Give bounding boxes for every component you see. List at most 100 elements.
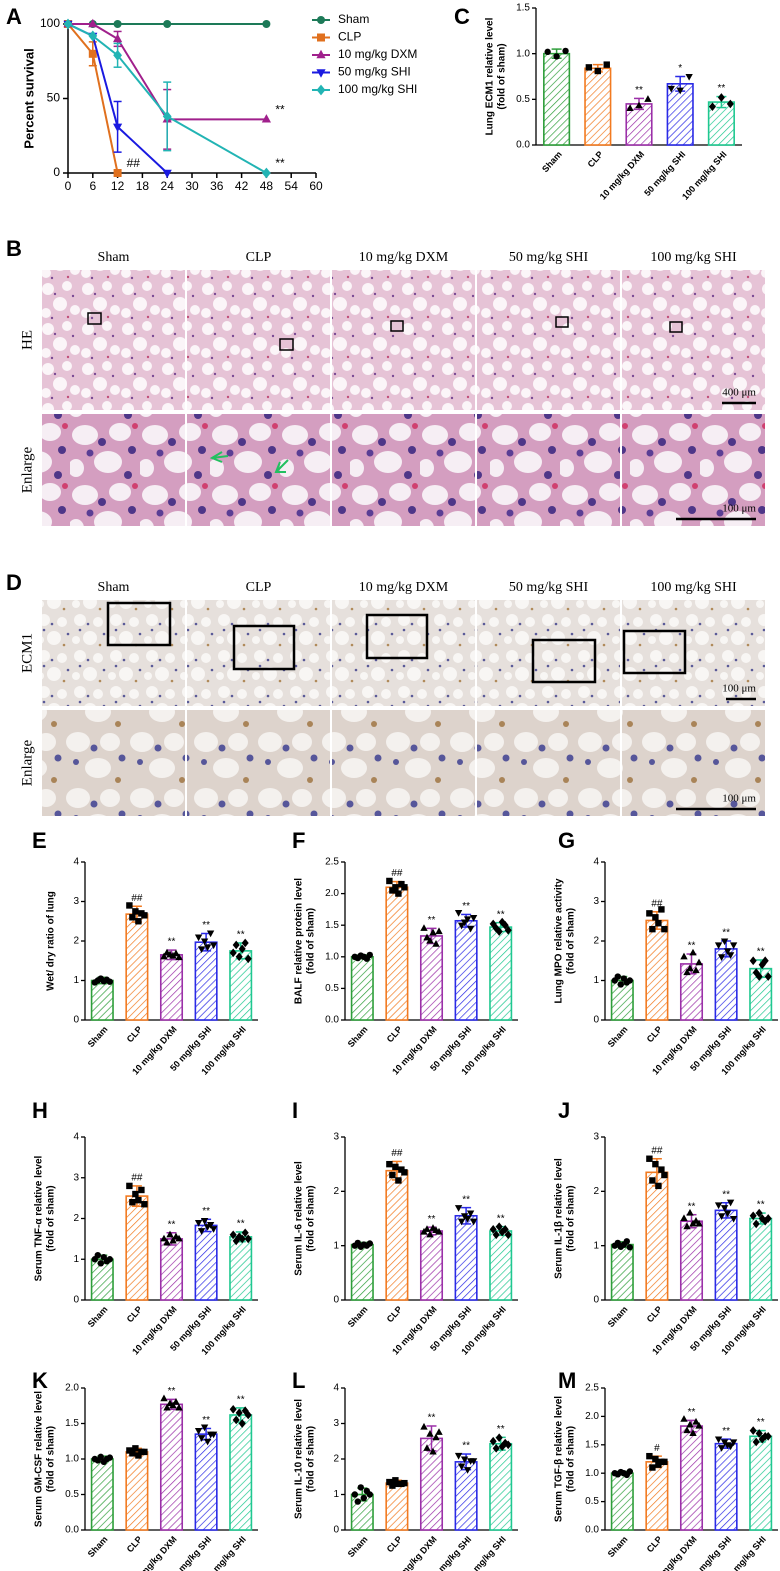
data-point: [755, 1208, 763, 1218]
zoom-box: [669, 321, 683, 333]
bar: [489, 1442, 513, 1531]
data-point: [758, 1434, 766, 1444]
point: [261, 114, 271, 123]
data-point: [106, 1256, 114, 1263]
data-point: [141, 1448, 148, 1456]
x-tick-label: 100 mg/kg SHI: [680, 149, 729, 201]
data-point: [354, 1498, 361, 1505]
significance-label: **: [202, 920, 210, 931]
y-tick-label: 0: [333, 1525, 339, 1536]
data-point: [454, 1452, 463, 1460]
data-point: [495, 1222, 503, 1231]
data-point: [685, 73, 693, 81]
data-point: [389, 1482, 396, 1489]
data-point: [726, 99, 734, 109]
x-tick-label: Sham: [346, 1304, 370, 1329]
column-header: 50 mg/kg SHI: [509, 580, 589, 595]
data-point: [726, 1199, 735, 1207]
bar: [229, 1236, 253, 1301]
legend-marker: [317, 33, 325, 42]
data-point: [135, 1452, 142, 1459]
bar: [385, 1482, 409, 1531]
data-point: [594, 67, 601, 75]
y-axis-label: BALF relative protein level: [294, 878, 305, 1004]
data-point: [244, 954, 252, 964]
significance-label: ##: [391, 1148, 403, 1159]
y-tick-label: 1: [73, 975, 79, 986]
data-point: [435, 1428, 443, 1435]
row-label: HE: [19, 330, 35, 350]
data-point: [749, 956, 757, 966]
y-tick-label: 2.5: [325, 857, 339, 868]
data-point: [132, 1445, 139, 1452]
point-label: ##: [127, 156, 141, 170]
data-point: [729, 1215, 738, 1223]
point: [113, 33, 123, 43]
data-point: [463, 1215, 472, 1223]
micrograph: [42, 414, 185, 526]
bar: [543, 52, 571, 146]
y-axis-label: Serum TNF-α relative level: [34, 1155, 45, 1281]
x-tick-label: Sham: [86, 1024, 110, 1049]
column-header: 10 mg/kg DXM: [359, 250, 449, 265]
data-point: [723, 948, 732, 956]
data-point: [126, 1182, 133, 1190]
y-tick-label: 0.0: [585, 1525, 599, 1536]
data-point: [646, 1155, 653, 1162]
significance-label: **: [168, 937, 176, 948]
y-tick-label: 1.0: [585, 1468, 599, 1479]
data-point: [504, 1230, 512, 1240]
data-point: [717, 1213, 726, 1220]
data-point: [360, 1494, 368, 1502]
data-point: [720, 1205, 729, 1212]
y-axis-label: Percent survival: [21, 48, 36, 148]
point: [113, 123, 123, 133]
data-point: [714, 942, 723, 950]
significance-label: **: [722, 928, 730, 939]
data-point: [585, 64, 593, 71]
significance-label: **: [635, 85, 643, 96]
y-tick-label: 1.5: [585, 1439, 599, 1450]
data-point: [726, 1443, 735, 1451]
data-point: [720, 938, 729, 946]
data-point: [649, 1464, 656, 1471]
zoom-box: [622, 629, 687, 675]
micrograph: [42, 270, 185, 410]
y-axis-label: Serum IL-6 relative level: [294, 1161, 305, 1276]
significance-label: **: [428, 1214, 436, 1225]
data-point: [680, 1415, 688, 1422]
micrograph: [332, 600, 475, 706]
micrograph: [42, 600, 185, 706]
x-tick-label: 30: [185, 179, 199, 193]
data-point: [423, 1444, 431, 1451]
y-tick-label: 1: [593, 975, 599, 986]
data-point: [197, 1228, 206, 1235]
y-tick-label: 2: [73, 1213, 79, 1224]
data-point: [492, 924, 500, 933]
column-header: Sham: [98, 580, 130, 595]
y-tick-label: 2.0: [65, 1383, 79, 1394]
bar: [385, 886, 409, 1021]
x-tick-label: 42: [235, 179, 249, 193]
data-point: [160, 1234, 168, 1242]
data-point: [646, 1452, 653, 1460]
x-tick-label: 24: [161, 179, 175, 193]
bar: [489, 926, 513, 1021]
row-label: Enlarge: [19, 739, 35, 786]
y-axis-label: (fold of sham): [566, 1185, 577, 1251]
data-point: [209, 942, 218, 950]
significance-label: **: [722, 1189, 730, 1200]
x-tick-label: 36: [210, 179, 224, 193]
panel-letter: K: [32, 1368, 48, 1393]
significance-label: **: [722, 1426, 730, 1437]
column-header: 10 mg/kg DXM: [359, 580, 449, 595]
y-tick-label: 1.5: [516, 3, 530, 14]
data-point: [469, 1218, 478, 1226]
x-tick-label: Sham: [86, 1534, 110, 1559]
data-point: [401, 1169, 408, 1176]
y-tick-label: 0.0: [516, 140, 530, 151]
zoom-box: [279, 338, 294, 351]
y-tick-label: 3: [333, 1418, 339, 1429]
data-point: [504, 1440, 512, 1450]
data-point: [495, 1433, 503, 1443]
